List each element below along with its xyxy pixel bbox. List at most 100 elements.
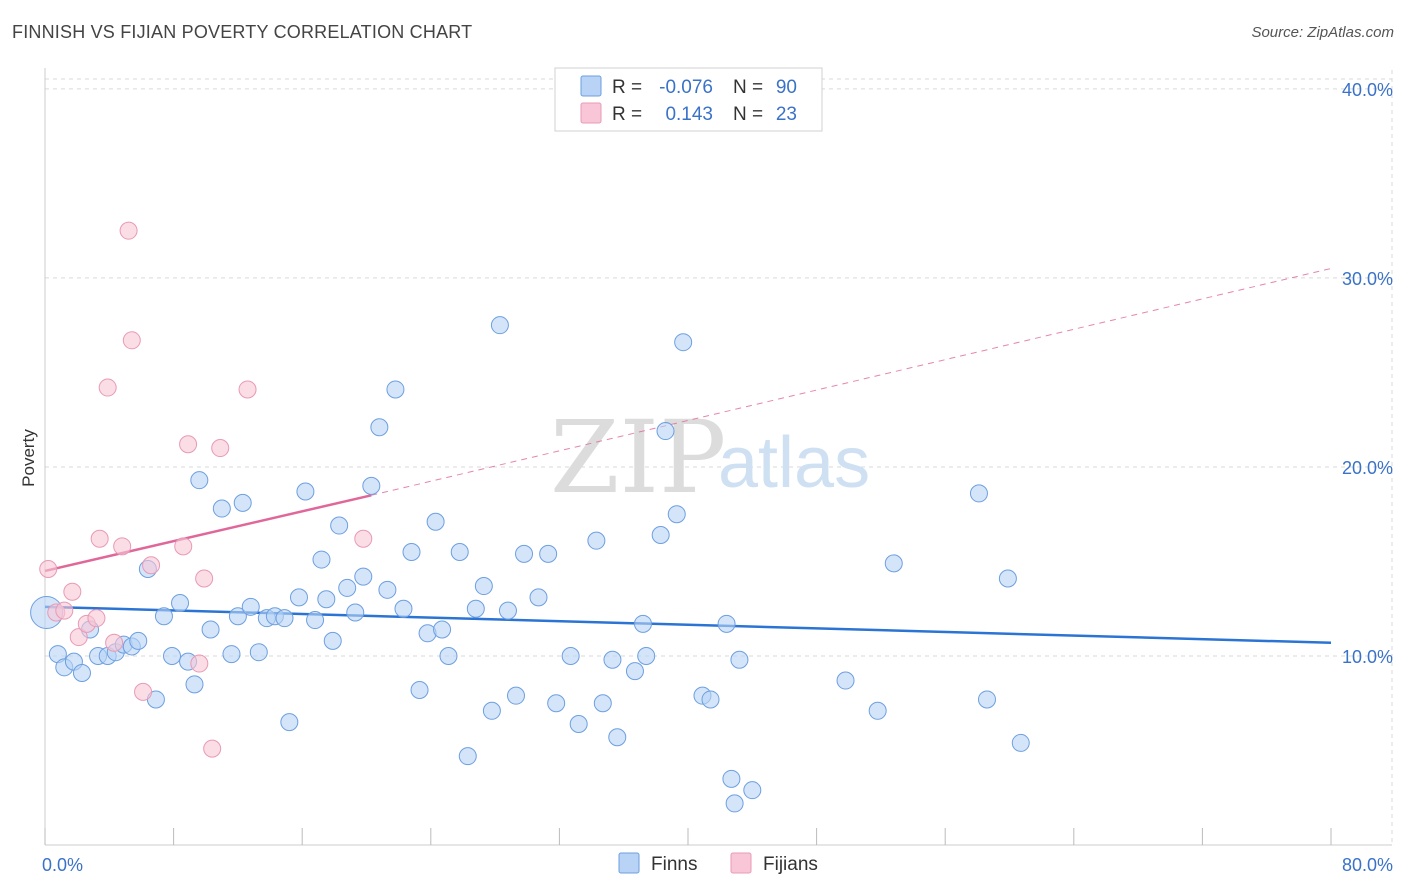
watermark: ZIP atlas	[550, 399, 870, 516]
series-fijians	[39, 221, 373, 758]
finns-point-59	[506, 686, 525, 705]
watermark-zip: ZIP	[550, 399, 726, 516]
legend-n-label-fijians: N =	[733, 104, 763, 125]
finns-point-47	[410, 681, 429, 699]
finns-point-76	[674, 333, 693, 352]
finns-point-19	[190, 471, 209, 490]
legend-r-value-fijians: 0.143	[665, 104, 713, 125]
finns-point-22	[222, 645, 241, 664]
y-tick-label-1: 20.0%	[1342, 458, 1393, 478]
y-tick-label-2: 30.0%	[1342, 269, 1393, 289]
finns-point-64	[561, 646, 580, 665]
finns-point-70	[625, 662, 644, 681]
finns-point-79	[717, 614, 736, 633]
finns-point-51	[439, 646, 458, 665]
finns-point-72	[637, 646, 656, 665]
finns-point-67	[593, 694, 612, 713]
finns-point-86	[884, 554, 903, 573]
finns-point-56	[482, 701, 501, 720]
finns-point-11	[129, 631, 148, 650]
fijians-point-4	[69, 628, 88, 647]
fijians-point-18	[195, 569, 214, 588]
finns-point-57	[490, 316, 509, 335]
fijians-point-15	[174, 537, 193, 556]
axes	[44, 68, 1392, 846]
finns-point-78	[701, 690, 720, 709]
chart-title: FINNISH VS FIJIAN POVERTY CORRELATION CH…	[12, 22, 473, 42]
finns-point-21	[212, 499, 231, 518]
fijians-point-10	[113, 537, 132, 556]
legend-series: Finns Fijians	[618, 852, 818, 875]
fijians-point-20	[211, 439, 230, 458]
fijians-point-19	[203, 739, 222, 758]
finns-point-62	[539, 544, 558, 563]
finns-point-55	[474, 577, 493, 596]
fijians-point-13	[134, 682, 153, 701]
trend-fijians	[44, 494, 372, 573]
fijians-point-22	[354, 529, 373, 548]
finns-point-16	[171, 594, 190, 613]
finns-point-38	[338, 578, 357, 597]
finns-point-35	[317, 590, 336, 609]
finns-point-29	[275, 609, 294, 628]
finns-point-82	[730, 650, 749, 669]
finns-point-24	[233, 493, 252, 512]
finns-point-50	[433, 620, 452, 639]
legend-bottom-label-finns: Finns	[651, 854, 697, 875]
legend-n-value-finns: 90	[776, 77, 797, 98]
finns-point-87	[969, 484, 988, 503]
finns-point-89	[998, 569, 1017, 588]
finns-point-18	[185, 675, 204, 694]
legend-swatch-fijians	[580, 102, 602, 124]
trend-finns	[44, 605, 1332, 644]
finns-point-69	[608, 728, 627, 747]
finns-point-66	[587, 531, 606, 550]
legend-n-label-finns: N =	[733, 77, 763, 98]
x-tick-label-1: 80.0%	[1342, 855, 1393, 875]
finns-point-26	[249, 643, 268, 662]
fijians-point-2	[55, 601, 74, 620]
legend-swatch-finns	[580, 75, 602, 97]
fijians-point-14	[142, 556, 161, 575]
finns-point-63	[547, 694, 566, 713]
finns-point-31	[289, 588, 308, 607]
fijians-point-3	[63, 582, 82, 601]
source-label: Source: ZipAtlas.com	[1251, 24, 1394, 41]
finns-point-54	[466, 599, 485, 618]
finns-point-15	[162, 646, 181, 665]
finns-point-75	[667, 505, 686, 524]
finns-point-68	[603, 650, 622, 669]
finns-point-74	[656, 422, 675, 441]
finns-point-80	[722, 769, 741, 788]
finns-point-32	[296, 482, 315, 501]
finns-point-81	[725, 794, 744, 813]
finns-point-88	[977, 690, 996, 709]
finns-point-23	[228, 607, 247, 626]
finns-point-60	[515, 544, 534, 563]
finns-point-61	[529, 588, 548, 607]
finns-point-20	[201, 620, 220, 639]
legend-r-value-finns: -0.076	[659, 77, 713, 98]
series-finns	[30, 316, 1030, 813]
finns-point-34	[312, 550, 331, 569]
finns-point-44	[386, 380, 405, 399]
finns-point-4	[72, 663, 91, 682]
fijians-point-11	[119, 221, 138, 240]
finns-point-84	[836, 671, 855, 690]
gridlines	[45, 70, 1393, 845]
fijians-point-16	[179, 435, 198, 454]
legend-bottom-swatch-fijians	[730, 852, 752, 874]
fijians-point-0	[39, 560, 58, 579]
finns-point-49	[426, 512, 445, 531]
fijians-point-17	[190, 654, 209, 673]
finns-point-46	[402, 543, 421, 562]
finns-point-65	[569, 715, 588, 734]
fijians-point-12	[122, 331, 141, 350]
legend-n-value-fijians: 23	[776, 104, 797, 125]
finns-point-36	[323, 631, 342, 650]
finns-point-83	[743, 781, 762, 800]
legend-bottom-swatch-finns	[618, 852, 640, 874]
tick-labels: 10.0% 20.0% 30.0% 40.0% 0.0% 80.0%	[42, 80, 1393, 875]
fijians-point-7	[90, 529, 109, 548]
